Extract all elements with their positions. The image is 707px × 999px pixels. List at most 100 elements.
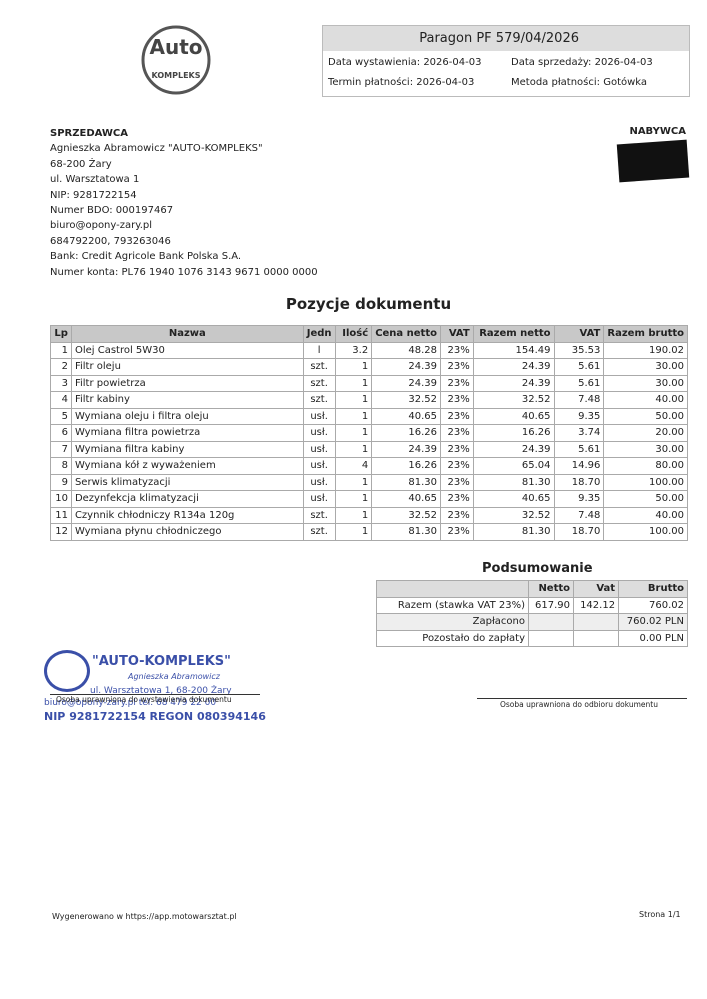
item-cell: 24.39 <box>371 440 441 458</box>
item-cell: szt. <box>302 358 336 376</box>
item-cell: 16.26 <box>472 424 555 442</box>
item-cell: Filtr powietrza <box>70 374 304 392</box>
column-header: Razem netto <box>472 325 555 343</box>
item-cell: 16.26 <box>371 424 441 442</box>
item-cell: 1 <box>334 490 373 508</box>
header-field: Data wystawienia: 2026-04-03 <box>328 57 482 68</box>
item-cell: 32.52 <box>472 391 555 409</box>
summary-label: Razem (stawka VAT 23%) <box>376 596 529 614</box>
item-cell: Filtr oleju <box>70 358 304 376</box>
signature-caption: Osoba uprawniona do wystawienia dokument… <box>56 695 232 704</box>
item-cell: 35.53 <box>553 341 605 359</box>
stamp-contact: biuro@opony-zary.pl tel. 68 479 22 00 <box>44 698 217 708</box>
summary-header: Brutto <box>618 580 688 598</box>
column-header: Lp <box>50 325 72 343</box>
summary-table: Netto Vat Brutto Razem (stawka VAT 23%) 617… <box>376 580 688 647</box>
item-cell: 1 <box>334 473 373 491</box>
signature-caption: Osoba uprawniona do odbioru dokumentu <box>500 700 658 709</box>
summary-cell: 760.02 PLN <box>618 613 688 631</box>
item-cell: 24.39 <box>472 374 555 392</box>
item-cell: 1 <box>334 374 373 392</box>
item-cell: 23% <box>440 490 474 508</box>
stamp-address: ul. Warsztatowa 1, 68-200 Żary <box>90 686 232 696</box>
item-row: 4 Filtr kabiny szt. 1 32.52 23% 32.52 7.48 40.00 <box>50 391 688 409</box>
column-header: Ilość <box>334 325 373 343</box>
item-cell: 6 <box>50 424 72 442</box>
footer-generated: Wygenerowano w https://app.motowarsztat.… <box>52 912 237 921</box>
item-cell: 1 <box>50 341 72 359</box>
item-row: 12 Wymiana płynu chłodniczego szt. 1 81.30 23… <box>50 523 688 541</box>
stamp-owner: Agnieszka Abramowicz <box>128 672 221 681</box>
column-header: VAT <box>440 325 474 343</box>
item-cell: 50.00 <box>603 490 688 508</box>
column-header: Cena netto <box>371 325 441 343</box>
item-cell: 23% <box>440 407 474 425</box>
item-cell: 81.30 <box>472 523 555 541</box>
item-cell: szt. <box>302 506 336 524</box>
item-cell: 30.00 <box>603 440 688 458</box>
summary-cell: 142.12 <box>573 596 620 614</box>
item-cell: 2 <box>50 358 72 376</box>
logo-top: Auto <box>149 35 202 59</box>
summary-header: Vat <box>573 580 620 598</box>
item-row: 6 Wymiana filtra powietrza usł. 1 16.26 23% 16… <box>50 424 688 442</box>
header-field: Metoda płatności: Gotówka <box>511 77 648 88</box>
item-cell: usł. <box>302 407 336 425</box>
item-cell: 40.65 <box>371 490 441 508</box>
seller-line: Numer BDO: 000197467 <box>50 205 174 217</box>
item-cell: 20.00 <box>603 424 688 442</box>
signature-line <box>50 694 260 695</box>
item-cell: 5 <box>50 407 72 425</box>
item-cell: 24.39 <box>371 358 441 376</box>
item-cell: szt. <box>302 391 336 409</box>
item-cell: 81.30 <box>371 523 441 541</box>
summary-cell: 0.00 PLN <box>618 629 688 647</box>
item-cell: 40.00 <box>603 391 688 409</box>
item-row: 2 Filtr oleju szt. 1 24.39 23% 24.39 5.61 30.00 <box>50 358 688 376</box>
signature-line <box>477 698 687 699</box>
item-cell: Wymiana płynu chłodniczego <box>70 523 304 541</box>
item-row: 1 Olej Castrol 5W30 l 3.2 48.28 23% 154.49 35.5… <box>50 341 688 359</box>
item-cell: 23% <box>440 391 474 409</box>
item-cell: 9 <box>50 473 72 491</box>
item-cell: 30.00 <box>603 358 688 376</box>
item-cell: 4 <box>50 391 72 409</box>
header-row: Lp Nazwa Jedn Ilość Cena netto VAT Razem netto… <box>50 325 688 343</box>
logo: Auto KOMPLEKS <box>141 25 211 95</box>
item-row: 9 Serwis klimatyzacji usł. 1 81.30 23% 81.30 18… <box>50 473 688 491</box>
item-cell: 100.00 <box>603 473 688 491</box>
item-cell: 7.48 <box>553 391 605 409</box>
item-cell: 23% <box>440 374 474 392</box>
item-cell: 81.30 <box>371 473 441 491</box>
item-cell: 16.26 <box>371 457 441 475</box>
item-cell: 40.65 <box>371 407 441 425</box>
item-cell: 3.2 <box>334 341 373 359</box>
item-cell: 1 <box>334 391 373 409</box>
footer-page: Strona 1/1 <box>639 910 681 919</box>
item-cell: usł. <box>302 424 336 442</box>
summary-label: Zapłacono <box>376 613 529 631</box>
item-cell: 7.48 <box>553 506 605 524</box>
logo-bottom: KOMPLEKS <box>152 71 201 80</box>
item-cell: 1 <box>334 506 373 524</box>
redaction <box>616 139 690 183</box>
item-cell: usł. <box>302 440 336 458</box>
item-cell: 23% <box>440 457 474 475</box>
item-row: 7 Wymiana filtra kabiny usł. 1 24.39 23% 24.39… <box>50 440 688 458</box>
item-cell: Wymiana filtra powietrza <box>70 424 304 442</box>
item-cell: Dezynfekcja klimatyzacji <box>70 490 304 508</box>
item-cell: Olej Castrol 5W30 <box>70 341 304 359</box>
item-cell: 32.52 <box>371 506 441 524</box>
seller-line: 68-200 Żary <box>50 158 112 170</box>
item-cell: Czynnik chłodniczy R134a 120g <box>70 506 304 524</box>
item-cell: 40.00 <box>603 506 688 524</box>
seller-line: 684792200, 793263046 <box>50 235 171 247</box>
item-cell: 5.61 <box>553 374 605 392</box>
item-cell: usł. <box>302 490 336 508</box>
stamp-ids: NIP 9281722154 REGON 080394146 <box>44 710 266 723</box>
summary-header: Netto <box>527 580 575 598</box>
item-cell: 100.00 <box>603 523 688 541</box>
seller-line: ul. Warsztatowa 1 <box>50 174 140 186</box>
item-cell: 40.65 <box>472 490 555 508</box>
